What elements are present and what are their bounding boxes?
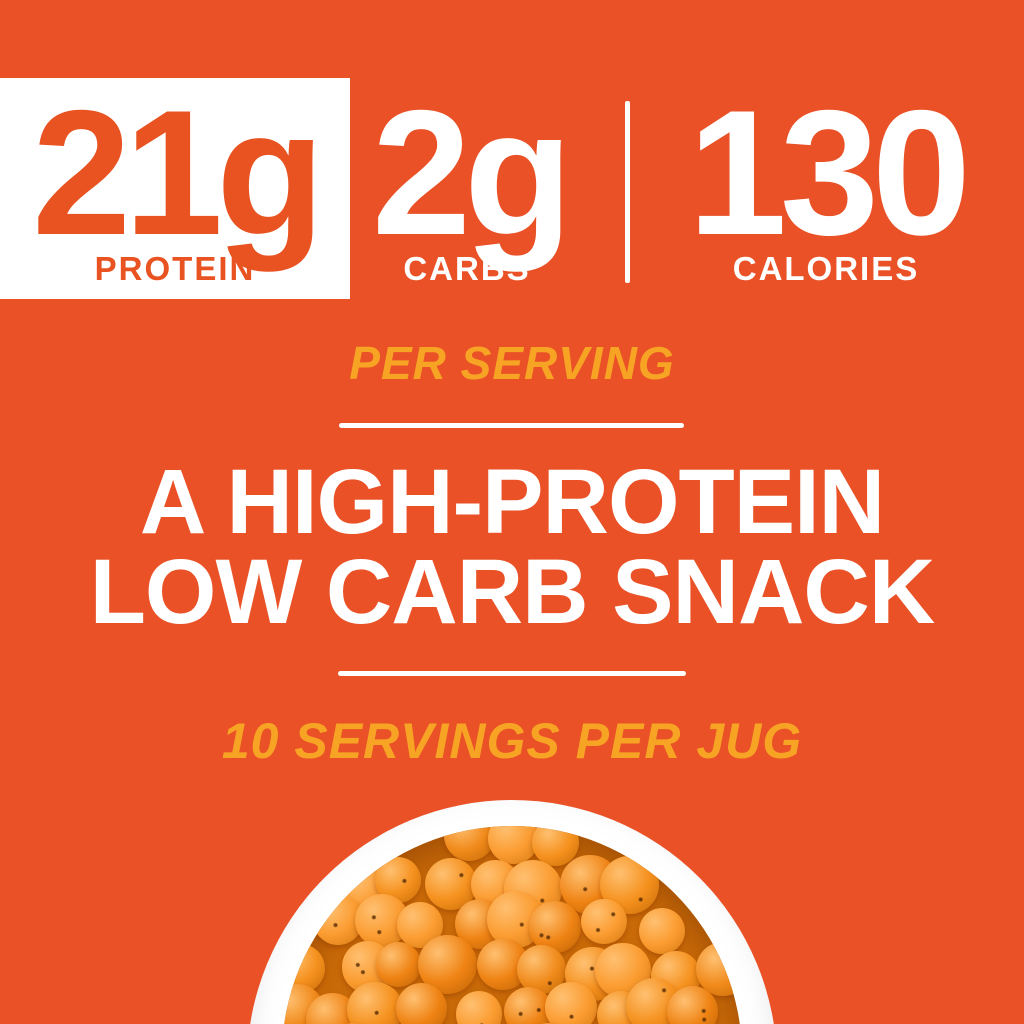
cheese-puff-ball [504,986,554,1024]
servings-note: 10 SERVINGS PER JUG [221,713,803,769]
cheese-puff-ball [522,1022,576,1024]
protein-label: PROTEIN [94,250,256,287]
divider-rule-top [339,423,684,428]
cheese-puff-ball [455,991,503,1024]
stat-carbs: 2g CARBS [372,73,573,299]
cheese-puff-ball [375,941,421,987]
cheese-puffs [282,826,742,1024]
cheese-puff-ball [396,983,447,1024]
calories-value: 130 [688,73,971,272]
cheese-puff-ball [638,907,685,954]
headline: A HIGH-PROTEIN LOW CARB SNACK [0,451,1024,643]
cheese-puff-ball [545,981,598,1024]
snack-bowl-photo [247,800,777,1024]
stat-protein-card: 21g PROTEIN [0,78,350,299]
calories-label: CALORIES [732,250,920,287]
divider-rule-bottom [338,671,686,676]
cheese-puff-ball [347,982,403,1024]
carbs-value: 2g [372,73,573,272]
headline-line-2: LOW CARB SNACK [89,541,936,643]
cheese-puff-ball [312,894,364,945]
cheese-puff-ball [529,901,581,954]
per-serving-label: PER SERVING [349,337,675,389]
cheese-puff-ball [329,1022,378,1024]
cheese-puff-ball [580,898,627,945]
cheese-puff-ball [695,941,742,997]
protein-value: 21g [32,73,325,272]
stats-divider [625,101,630,283]
stat-calories: 130 CALORIES [652,78,1000,299]
carbs-label: CARBS [403,250,531,287]
cheese-puff-ball [666,985,718,1024]
headline-line-1: A HIGH-PROTEIN [139,451,885,553]
